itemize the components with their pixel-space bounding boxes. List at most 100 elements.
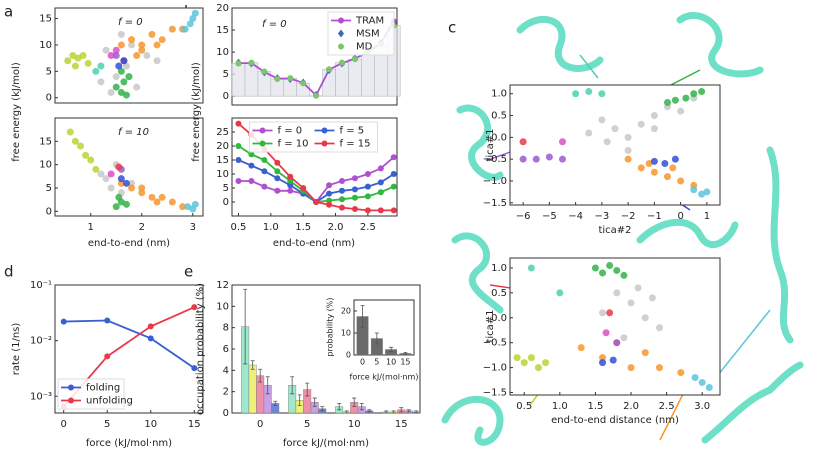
x-tick-label: 0 <box>360 358 365 367</box>
y-tick-label: 10 <box>216 47 229 58</box>
legend-label: TRAM <box>355 16 384 27</box>
x-tick-label: −2 <box>621 211 636 222</box>
marker <box>377 179 384 186</box>
error-bar <box>297 394 302 406</box>
y-tick-label: 10⁻³ <box>30 391 52 402</box>
legend-marker <box>321 140 328 147</box>
marker <box>248 151 255 158</box>
y-tick-label: 0 <box>223 408 229 419</box>
point <box>82 151 90 159</box>
bar <box>335 62 349 97</box>
point <box>641 349 649 357</box>
x-tick-label: 0 <box>61 419 67 430</box>
point <box>677 369 685 377</box>
point <box>527 264 535 272</box>
x-tick-label: 0.5 <box>516 401 532 412</box>
marker <box>191 365 198 372</box>
point <box>128 184 136 192</box>
y-tick-label: 15 <box>39 136 52 147</box>
point <box>698 88 706 96</box>
x-tick-label: 3 <box>190 222 196 233</box>
x-tick-label: −6 <box>516 211 531 222</box>
marker <box>339 178 345 184</box>
error-bar <box>320 406 325 412</box>
y-axis-label: free energy (kJ/mol) <box>191 62 202 162</box>
point <box>168 198 176 206</box>
point <box>115 193 123 201</box>
point <box>641 314 649 322</box>
x-tick-label: 2.5 <box>360 222 376 233</box>
point <box>97 62 105 70</box>
x-tick-label: 2.5 <box>659 401 675 412</box>
legend-marker <box>338 17 344 24</box>
point <box>520 359 528 367</box>
marker <box>191 304 198 311</box>
marker <box>261 68 268 75</box>
legend-label: unfolding <box>86 396 133 407</box>
x-tick-label: 15 <box>188 419 201 430</box>
x-tick-label: 1.0 <box>263 222 279 233</box>
y-tick-label: 0 <box>223 197 229 208</box>
y-tick-label: 15 <box>39 14 52 25</box>
point <box>107 184 115 192</box>
point <box>79 52 87 59</box>
error-bar <box>337 403 342 411</box>
error-bar <box>389 346 394 353</box>
point <box>645 160 653 168</box>
point <box>598 90 606 98</box>
point <box>117 67 125 75</box>
point <box>671 96 679 104</box>
error-bar <box>399 407 404 413</box>
chart: 0 5 10 15 free energy (kJ/mol) f = 0 <box>11 7 204 162</box>
marker <box>313 92 320 99</box>
point <box>143 52 151 59</box>
marker <box>377 165 384 172</box>
point <box>112 83 120 91</box>
point <box>179 203 187 211</box>
point <box>115 62 123 70</box>
x-axis-label: force kJ/(mol·nm) <box>283 438 369 449</box>
point <box>671 155 679 163</box>
legend-label: f = 15 <box>340 139 371 150</box>
point <box>624 146 632 154</box>
legend-label: f = 5 <box>340 126 365 137</box>
point <box>542 359 550 367</box>
point <box>168 25 176 33</box>
marker <box>364 207 371 214</box>
y-tick-label: 10 <box>216 301 229 312</box>
point <box>92 165 100 173</box>
x-tick-label: 15 <box>395 419 408 430</box>
point <box>655 324 663 332</box>
point <box>133 83 141 91</box>
point <box>97 78 105 86</box>
chart: 0.5 1.0 1.5 2.0 2.5 3.0 −1.5 −1.0 −0.5 0.0 0.5 1.0 e… <box>483 257 721 426</box>
y-tick-label: 15 <box>216 25 229 36</box>
point <box>620 334 628 342</box>
point <box>585 129 593 137</box>
marker <box>274 168 281 175</box>
point <box>122 179 130 187</box>
x-axis-label: end-to-end distance (nm) <box>551 415 679 426</box>
error-bar <box>406 409 411 413</box>
point <box>115 163 123 171</box>
error-bar <box>359 403 364 411</box>
marker <box>364 171 371 177</box>
x-tick-label: 3.0 <box>694 401 710 412</box>
error-bar <box>374 332 379 345</box>
y-tick-label: −0.5 <box>483 338 507 349</box>
marker <box>235 120 242 127</box>
molecule <box>701 361 804 444</box>
y-tick-label: 5 <box>46 183 52 194</box>
x-tick-label: 10 <box>386 358 396 367</box>
error-bar <box>414 410 419 414</box>
marker <box>274 75 281 82</box>
marker <box>339 204 345 211</box>
y-tick-label: −1.5 <box>483 198 507 209</box>
molecule <box>676 11 764 78</box>
x-tick-label: 1 <box>704 211 710 222</box>
x-tick-label: 1.0 <box>552 401 568 412</box>
point <box>513 354 521 362</box>
y-tick-label: 0 <box>46 206 52 217</box>
point <box>637 164 645 172</box>
panel-label: a <box>4 3 13 21</box>
